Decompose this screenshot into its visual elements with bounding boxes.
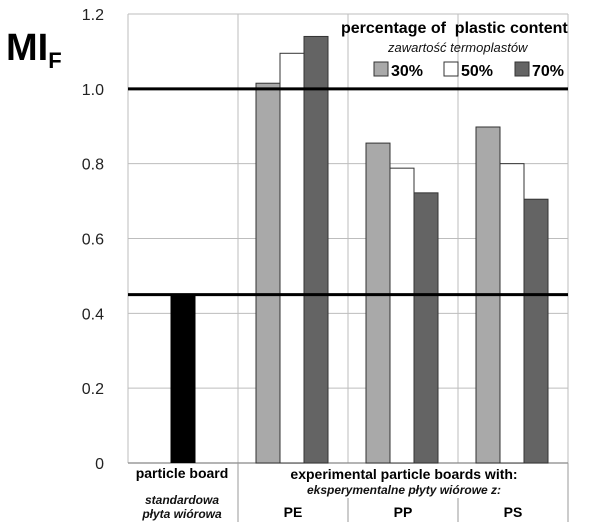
y-tick-label: 0 <box>95 456 104 473</box>
bar-pp-50pct <box>389 167 415 464</box>
legend-entries: 30% 50% 70% <box>373 61 564 80</box>
y-tick-label: 0.4 <box>82 306 104 323</box>
y-tick-label: 1.2 <box>82 7 104 24</box>
legend-label: 50% <box>461 63 493 80</box>
legend: percentage of plastic content zawartość … <box>341 20 568 80</box>
y-axis-title: MIF <box>6 27 62 73</box>
bar-pp-70pct <box>413 192 439 464</box>
legend-title: percentage of plastic content <box>341 20 568 37</box>
legend-swatch <box>514 61 530 77</box>
legend-swatch <box>443 61 459 77</box>
group-header: experimental particle boards with: <box>290 466 517 482</box>
bar-ps-50pct <box>499 163 525 464</box>
bar-pe-50pct <box>279 52 305 464</box>
category-label: PP <box>394 504 413 520</box>
y-tick-label: 1.0 <box>82 82 104 99</box>
legend-swatch <box>373 61 389 77</box>
category-labels: PE PP PS <box>284 504 523 520</box>
category-table: particle board standardowa płyta wiórowa… <box>136 463 569 522</box>
reference-label: particle board <box>136 465 229 481</box>
bar-particle-board <box>170 294 196 463</box>
bar-pe-70pct <box>303 35 329 464</box>
reference-lines <box>128 87 568 297</box>
bars <box>170 35 549 464</box>
y-tick-labels: 0 0.2 0.4 0.6 0.8 1.0 1.2 <box>82 7 104 473</box>
bar-pe-30pct <box>255 82 281 464</box>
legend-label: 30% <box>391 63 423 80</box>
bar-pp-30pct <box>365 142 391 464</box>
y-tick-label: 0.2 <box>82 381 104 398</box>
reference-sublabel-line2: płyta wiórowa <box>141 507 222 521</box>
bar-ps-70pct <box>523 198 549 464</box>
y-tick-label: 0.6 <box>82 232 104 249</box>
category-label: PS <box>504 504 523 520</box>
category-label: PE <box>284 504 303 520</box>
y-axis-title-sub: F <box>48 48 61 73</box>
legend-label: 70% <box>532 63 564 80</box>
reference-sublabel-line1: standardowa <box>145 493 219 507</box>
legend-subtitle: zawartość termoplastów <box>387 40 529 55</box>
group-header-sub: eksperymentalne płyty wiórowe z: <box>307 483 501 497</box>
y-tick-label: 0.8 <box>82 157 104 174</box>
y-axis-title-main: MI <box>6 27 48 69</box>
